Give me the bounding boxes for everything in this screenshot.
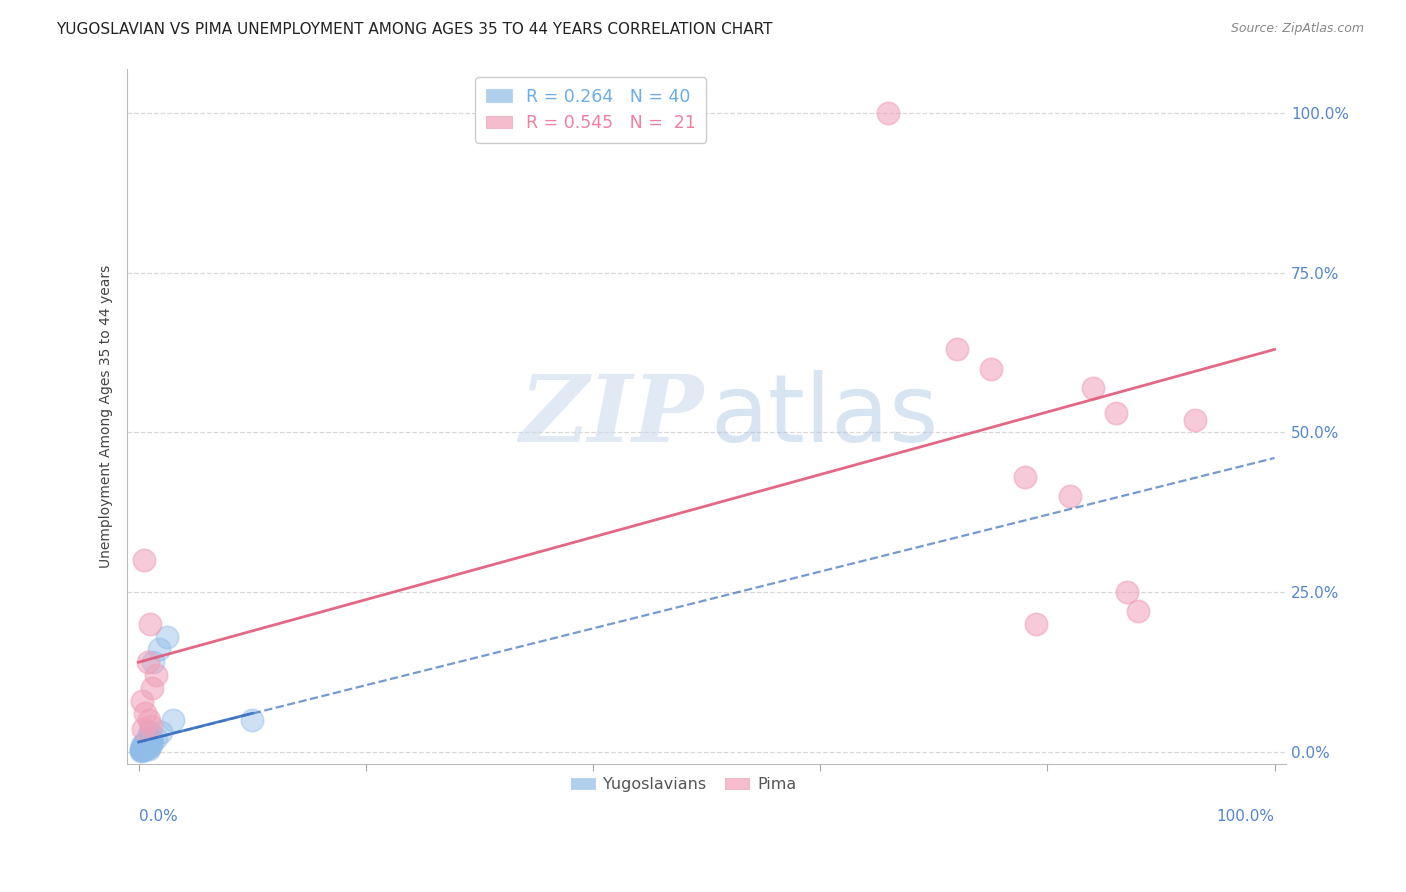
Point: [148, 642, 170, 657]
Point: [141, 735, 163, 749]
Point: [134, 739, 156, 754]
Point: [136, 733, 159, 747]
Point: [132, 739, 155, 754]
Point: [142, 655, 165, 669]
Point: [1059, 489, 1081, 503]
Point: [150, 725, 173, 739]
Text: atlas: atlas: [710, 370, 938, 462]
Point: [139, 719, 162, 733]
Point: [129, 742, 152, 756]
Text: YUGOSLAVIAN VS PIMA UNEMPLOYMENT AMONG AGES 35 TO 44 YEARS CORRELATION CHART: YUGOSLAVIAN VS PIMA UNEMPLOYMENT AMONG A…: [56, 22, 773, 37]
Point: [162, 713, 184, 727]
Y-axis label: Unemployment Among Ages 35 to 44 years: Unemployment Among Ages 35 to 44 years: [100, 265, 114, 568]
Point: [132, 742, 155, 756]
Point: [141, 681, 163, 695]
Point: [139, 737, 162, 751]
Point: [136, 655, 159, 669]
Text: 0.0%: 0.0%: [139, 809, 177, 824]
Point: [132, 743, 155, 757]
Point: [139, 739, 162, 754]
Point: [134, 740, 156, 755]
Text: Source: ZipAtlas.com: Source: ZipAtlas.com: [1230, 22, 1364, 36]
Point: [131, 741, 153, 756]
Point: [134, 742, 156, 756]
Point: [135, 739, 157, 753]
Point: [134, 706, 156, 721]
Point: [131, 740, 153, 755]
Point: [134, 736, 156, 750]
Point: [135, 735, 157, 749]
Point: [1104, 406, 1126, 420]
Point: [980, 361, 1002, 376]
Point: [139, 731, 162, 746]
Point: [1128, 604, 1150, 618]
Point: [1014, 470, 1036, 484]
Point: [131, 738, 153, 752]
Point: [131, 693, 153, 707]
Point: [129, 743, 152, 757]
Point: [139, 616, 162, 631]
Point: [134, 740, 156, 755]
Point: [134, 740, 156, 755]
Point: [138, 733, 160, 747]
Point: [134, 553, 156, 567]
Point: [136, 741, 159, 756]
Point: [129, 744, 152, 758]
Point: [132, 723, 155, 737]
Point: [132, 740, 155, 755]
Point: [139, 725, 162, 739]
Point: [136, 729, 159, 743]
Point: [134, 741, 156, 756]
Point: [138, 713, 160, 727]
Point: [138, 742, 160, 756]
Text: ZIP: ZIP: [519, 371, 703, 461]
Point: [1025, 616, 1047, 631]
Point: [134, 737, 156, 751]
Point: [1116, 585, 1139, 599]
Text: 100.0%: 100.0%: [1216, 809, 1275, 824]
Legend: Yugoslavians, Pima: Yugoslavians, Pima: [564, 771, 803, 798]
Point: [1081, 381, 1104, 395]
Point: [139, 733, 162, 747]
Point: [240, 713, 263, 727]
Point: [877, 106, 900, 120]
Point: [945, 343, 967, 357]
Point: [145, 668, 167, 682]
Point: [1184, 412, 1206, 426]
Point: [145, 731, 167, 745]
Point: [131, 742, 153, 756]
Point: [136, 738, 159, 752]
Point: [156, 630, 179, 644]
